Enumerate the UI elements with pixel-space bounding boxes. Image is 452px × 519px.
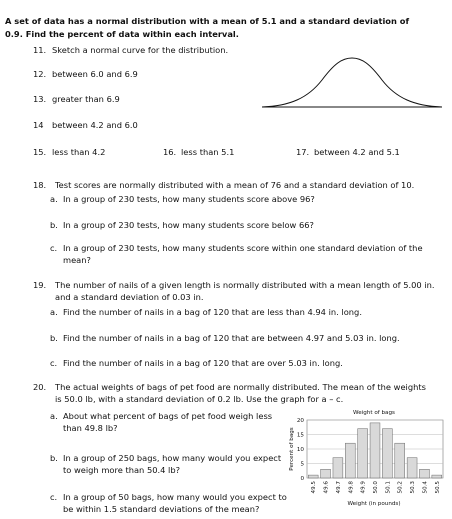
part-text: In a group of 250 bags, how many would y… — [63, 453, 282, 463]
intro: A set of data has a normal distribution … — [5, 16, 410, 26]
q-text: Test scores are normally distributed wit… — [54, 180, 414, 190]
x-tick-label: 50.3 — [410, 481, 416, 494]
q-text: Sketch a normal curve for the distributi… — [52, 45, 228, 55]
q-number: 19. — [33, 280, 46, 290]
x-tick-label: 49.5 — [311, 481, 317, 494]
x-tick-label: 50.0 — [373, 481, 379, 494]
x-tick-label: 50.5 — [435, 481, 441, 494]
hist-title: Weight of bags — [353, 410, 395, 416]
bar — [357, 428, 368, 479]
bar — [394, 442, 405, 479]
part-text: In a group of 230 tests, how many studen… — [63, 194, 315, 204]
q-number: 18. — [33, 180, 46, 190]
part-letter: c. — [50, 358, 57, 368]
x-tick-label: 49.6 — [324, 481, 330, 494]
bar — [419, 469, 430, 479]
y-tick-label: 20 — [297, 418, 305, 424]
intro: 0.9. Find the percent of data within eac… — [5, 29, 239, 39]
part-letter: c. — [50, 492, 57, 502]
bar — [406, 457, 418, 479]
part-letter: c. — [50, 243, 57, 253]
x-tick-label: 49.9 — [361, 481, 367, 494]
normal-curve — [261, 57, 443, 108]
histogram: Weight of bags Weight (in pounds) Percen… — [289, 410, 444, 507]
part-text: Find the number of nails in a bag of 120… — [63, 333, 400, 343]
part-text: Find the number of nails in a bag of 120… — [63, 358, 343, 368]
q-number: 17. — [296, 147, 309, 157]
bar — [431, 474, 443, 479]
q-text: and a standard deviation of 0.03 in. — [55, 292, 204, 302]
bar — [332, 457, 344, 479]
q-number: 15. — [33, 147, 46, 157]
q-text: between 4.2 and 5.1 — [314, 147, 400, 157]
part-letter: a. — [50, 307, 58, 317]
q-number: 12. — [33, 69, 46, 79]
y-tick-label: 10 — [297, 447, 305, 453]
bar — [382, 428, 393, 479]
q-number: 20. — [33, 382, 46, 392]
part-text: About what percent of bags of pet food w… — [63, 411, 272, 421]
part-letter: a. — [50, 411, 58, 421]
part-text: than 49.8 lb? — [63, 423, 118, 433]
part-letter: b. — [50, 333, 58, 343]
q-number: 13. — [33, 94, 46, 104]
part-text: be within 1.5 standard deviations of the… — [63, 504, 259, 514]
x-tick-label: 50.1 — [385, 481, 391, 494]
part-text: In a group of 50 bags, how many would yo… — [63, 492, 287, 502]
y-tick-label: 15 — [297, 433, 305, 439]
x-tick-label: 50.4 — [422, 481, 428, 494]
q-text: is 50.0 lb, with a standard deviation of… — [55, 394, 343, 404]
part-text: In a group of 230 tests, how many studen… — [63, 243, 423, 253]
x-tick-label: 50.2 — [398, 481, 404, 493]
q-number: 16. — [163, 147, 176, 157]
part-letter: a. — [50, 194, 58, 204]
part-text: mean? — [63, 255, 91, 265]
x-tick-label: 49.7 — [336, 481, 342, 494]
q-text: The number of nails of a given length is… — [54, 280, 435, 290]
hist-y-label: Percent of bags — [289, 427, 295, 471]
q-text: less than 5.1 — [181, 147, 234, 157]
q-text: less than 4.2 — [52, 147, 105, 157]
bar — [345, 442, 356, 479]
part-letter: b. — [50, 453, 58, 463]
q-text: greater than 6.9 — [52, 94, 120, 104]
part-text: to weigh more than 50.4 lb? — [63, 465, 180, 475]
bar — [320, 469, 331, 479]
part-text: Find the number of nails in a bag of 120… — [63, 307, 362, 317]
q-text: The actual weights of bags of pet food a… — [54, 382, 426, 392]
hist-x-label: Weight (in pounds) — [347, 501, 400, 507]
part-text: In a group of 230 tests, how many studen… — [63, 220, 314, 230]
q-text: between 6.0 and 6.9 — [52, 69, 138, 79]
x-tick-label: 49.8 — [348, 481, 354, 494]
bar — [307, 474, 319, 479]
y-tick-label: 5 — [300, 462, 304, 468]
y-tick-label: 0 — [300, 476, 304, 482]
bar — [369, 422, 381, 479]
part-letter: b. — [50, 220, 58, 230]
q-text: between 4.2 and 6.0 — [52, 120, 138, 130]
q-number: 11. — [33, 45, 46, 55]
q-number: 14 — [33, 120, 44, 130]
